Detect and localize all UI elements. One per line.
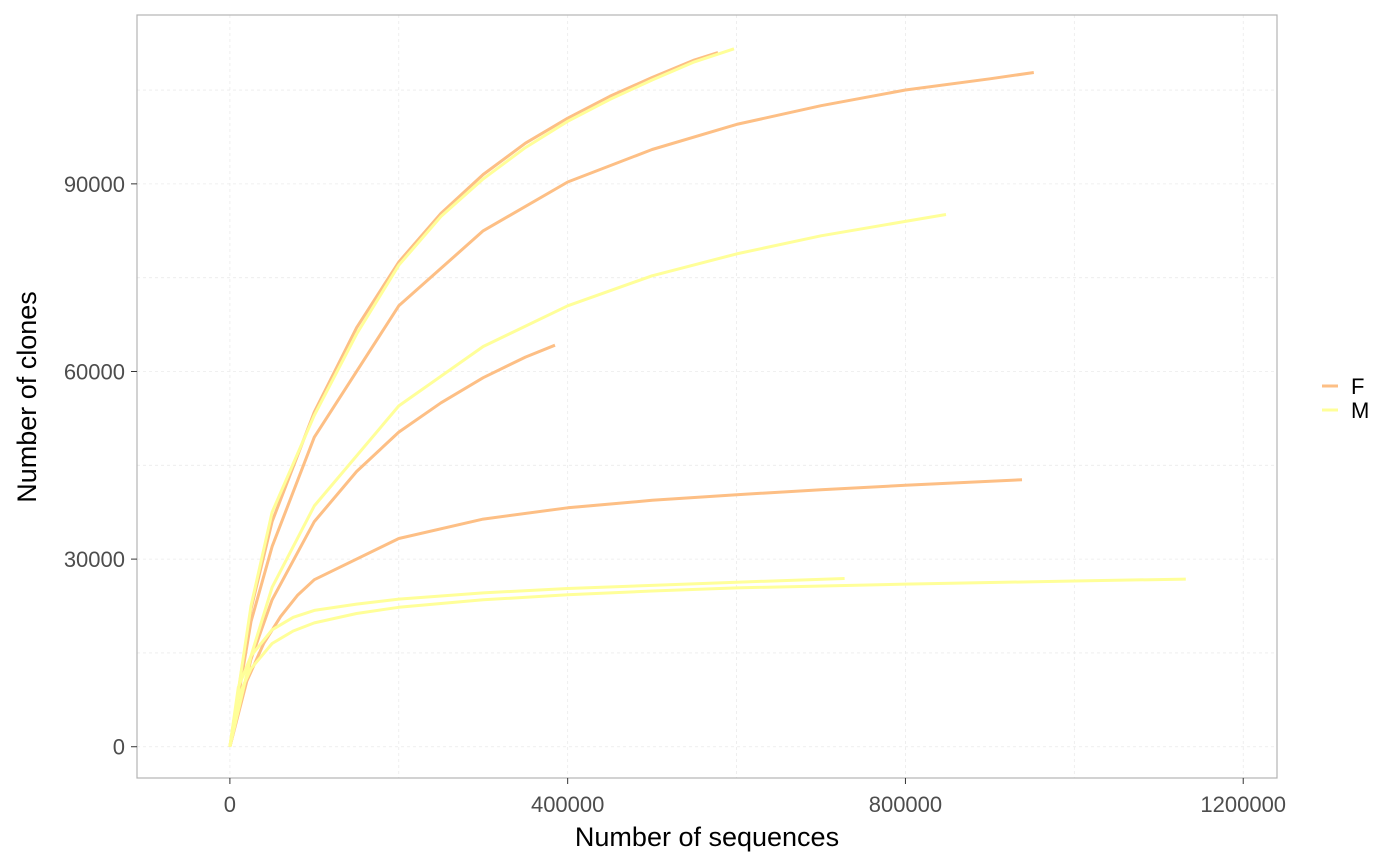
legend-label-f: F (1351, 374, 1364, 399)
y-tick-label: 90000 (64, 172, 125, 197)
y-tick-label: 60000 (64, 359, 125, 384)
panel-background (137, 15, 1277, 778)
y-tick-label: 0 (113, 735, 125, 760)
legend-label-m: M (1351, 398, 1369, 423)
series-lines (228, 47, 1186, 748)
series-line-m (228, 577, 1186, 747)
x-tick-label: 400000 (531, 792, 604, 817)
series-line-m (228, 213, 947, 748)
series-line-f (228, 51, 719, 747)
y-tick-label: 30000 (64, 547, 125, 572)
grid-lines (137, 15, 1277, 778)
series-line-f (228, 343, 556, 748)
series-line-m (228, 577, 845, 747)
axes: 0 400000 800000 1200000 0 30000 60000 90000 (64, 172, 1286, 817)
series-line-f (228, 71, 1035, 747)
legend: FM (1322, 374, 1369, 423)
x-tick-label: 800000 (869, 792, 942, 817)
x-axis-title: Number of sequences (575, 822, 839, 852)
y-axis-title: Number of clones (12, 291, 42, 503)
x-tick-label: 0 (224, 792, 236, 817)
x-tick-label: 1200000 (1200, 792, 1286, 817)
series-line-m (228, 47, 735, 747)
panel-border (136, 14, 1278, 779)
